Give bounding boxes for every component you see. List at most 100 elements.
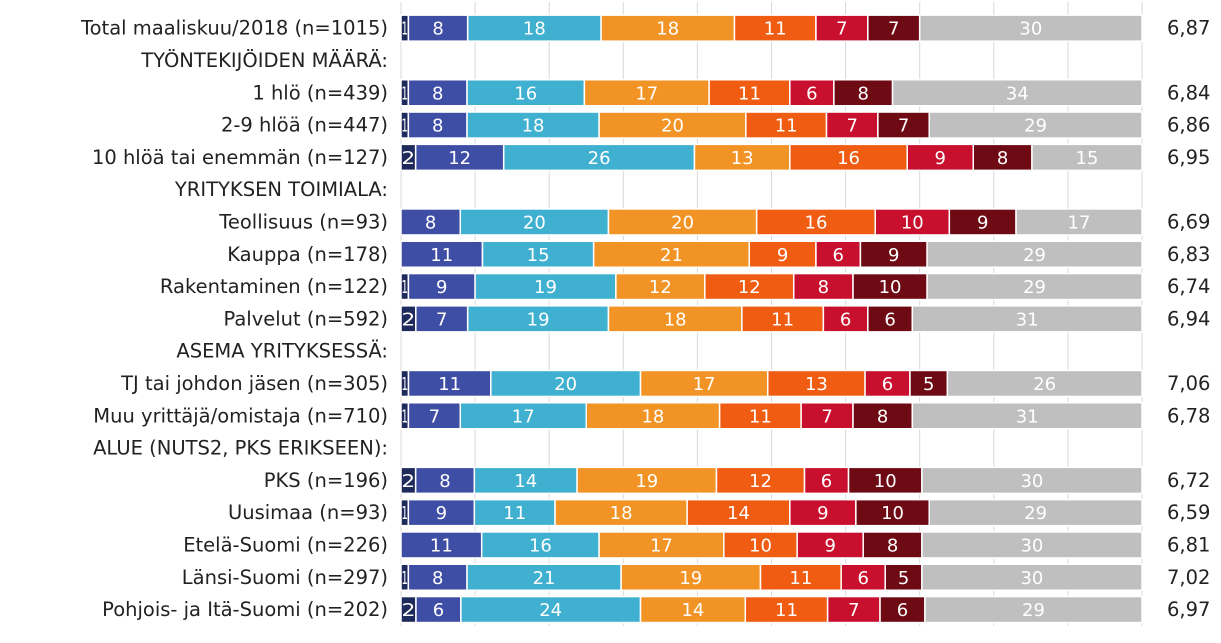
data-label: 1	[402, 277, 408, 298]
bar-segment	[1015, 208, 1143, 236]
bar-segment	[745, 111, 828, 139]
data-label: 19	[534, 277, 557, 298]
bar-segment	[833, 79, 894, 107]
bar-segment	[852, 272, 928, 301]
data-label: 9	[888, 245, 899, 266]
data-label: 19	[527, 309, 550, 330]
data-label: 10	[901, 212, 924, 233]
data-label: 6	[897, 600, 908, 621]
data-label: 8	[432, 568, 443, 589]
data-label: 6	[884, 309, 895, 330]
data-label: 7	[429, 406, 440, 427]
row-label: 1 hlö (n=439)	[252, 81, 388, 104]
bar-segment	[891, 79, 1143, 107]
bar-segment	[755, 208, 876, 236]
data-label: 12	[738, 277, 761, 298]
data-label: 29	[1022, 600, 1045, 621]
bar-segment	[748, 240, 817, 268]
data-label: 18	[522, 116, 545, 137]
data-label: 11	[438, 374, 461, 395]
data-label: 6	[840, 309, 851, 330]
data-label: 8	[818, 277, 829, 298]
bar-segment	[407, 111, 468, 139]
row-label: TJ tai johdon jäsen (n=305)	[120, 372, 388, 395]
bar-segment	[867, 305, 914, 333]
mean-value: 6,95	[1167, 146, 1210, 169]
data-label: 12	[649, 277, 672, 298]
row-label: 10 hlöä tai enemmän (n=127)	[92, 146, 388, 169]
mean-values: 6,87 6,84 6,86 6,95 6,69 6,83 6,74 6,94 7,06 6,78…	[1167, 17, 1210, 621]
mean-value: 6,74	[1167, 275, 1210, 298]
bar-segment	[796, 531, 864, 559]
data-label: 18	[664, 309, 687, 330]
bar-segment	[407, 14, 469, 42]
bar-segment	[852, 402, 914, 430]
mean-value: 6,97	[1167, 598, 1210, 621]
data-label: 11	[503, 503, 526, 524]
data-label: 30	[1019, 19, 1042, 40]
data-label: 7	[821, 406, 832, 427]
row-label: PKS (n=196)	[264, 469, 388, 492]
group-header-label: ALUE (NUTS2, PKS ERIKSEEN):	[93, 437, 388, 460]
data-label: 11	[738, 83, 761, 104]
bar-segment	[598, 531, 725, 559]
bar-segment	[639, 595, 747, 624]
data-label: 9	[777, 245, 788, 266]
data-label: 8	[432, 19, 443, 40]
group-header-label: YRITYKSEN TOIMIALA:	[174, 178, 388, 201]
data-label: 15	[1076, 148, 1099, 169]
data-label: 17	[635, 83, 658, 104]
data-label: 20	[554, 374, 577, 395]
bar-segment	[918, 14, 1143, 42]
bar-segment	[466, 305, 610, 333]
data-label: 9	[824, 535, 835, 556]
data-label: 31	[1016, 309, 1039, 330]
data-label: 11	[789, 568, 812, 589]
data-label: 10	[749, 535, 772, 556]
data-label: 11	[749, 406, 772, 427]
bar-segment	[490, 369, 642, 398]
bar-segment	[921, 531, 1143, 559]
data-label: 11	[430, 535, 453, 556]
row-label: Rakentaminen (n=122)	[160, 275, 388, 298]
data-label: 29	[1023, 277, 1046, 298]
bar-segment	[459, 402, 587, 430]
data-label: 6	[882, 374, 893, 395]
data-label: 6	[832, 245, 843, 266]
data-label: 11	[775, 116, 798, 137]
data-label: 17	[693, 374, 716, 395]
row-label: Länsi-Suomi (n=297)	[182, 566, 388, 589]
data-label: 18	[641, 406, 664, 427]
bar-segment	[733, 14, 817, 42]
data-label: 11	[764, 19, 787, 40]
data-label: 7	[898, 116, 909, 137]
bar-segment	[474, 272, 617, 301]
data-label: 20	[523, 212, 546, 233]
data-label: 20	[661, 116, 684, 137]
bar-segment	[583, 79, 710, 107]
bar-segment	[741, 305, 825, 333]
bar-segment	[926, 272, 1143, 301]
bar-segment	[460, 595, 642, 624]
data-label: 8	[887, 535, 898, 556]
data-label: 11	[771, 309, 794, 330]
bar-segment	[407, 563, 468, 591]
data-label: 7	[436, 309, 447, 330]
data-label: 31	[1016, 406, 1039, 427]
bar-segment	[473, 498, 556, 527]
group-header-label: ASEMA YRITYKSESSÄ:	[176, 340, 388, 363]
bar-segment	[607, 305, 743, 333]
data-label: 10	[879, 277, 902, 298]
mean-value: 6,78	[1167, 404, 1210, 427]
data-label: 8	[857, 83, 868, 104]
bar-segment	[1031, 143, 1143, 172]
data-label: 6	[857, 568, 868, 589]
data-label: 20	[671, 212, 694, 233]
data-label: 1	[402, 406, 408, 427]
bars: 1 8 18 18 11 7 7 301 8 16 17 11 6 8 341 8 18 20 11 7 7 292 12 2…	[400, 14, 1143, 624]
mean-value: 6,87	[1167, 17, 1210, 40]
data-label: 9	[935, 148, 946, 169]
data-label: 9	[817, 503, 828, 524]
group-header-label: TYÖNTEKIJÖIDEN MÄÄRÄ:	[140, 49, 388, 72]
